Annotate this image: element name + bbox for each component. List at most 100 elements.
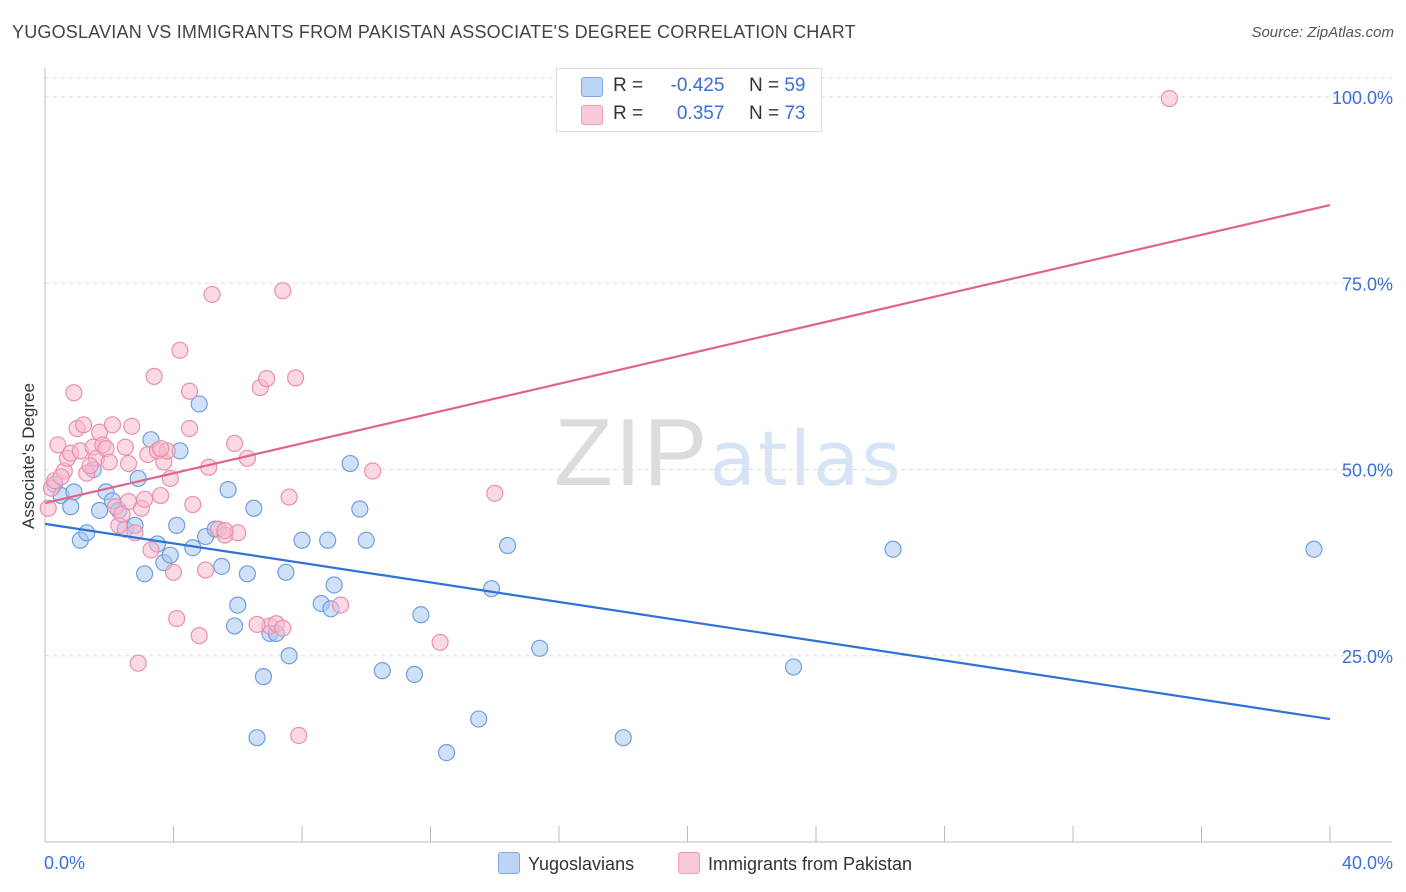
point-yugoslavian <box>1305 540 1323 558</box>
point-yugoslavian <box>293 531 311 549</box>
y-tick-label: 25.0% <box>1342 647 1393 667</box>
legend-r-value: 0.357 <box>676 103 725 124</box>
point-yugoslavian <box>161 546 179 564</box>
legend-swatch-pink <box>581 105 603 125</box>
point-yugoslavian <box>248 729 266 747</box>
point-pakistan <box>116 438 134 456</box>
point-pakistan <box>190 627 208 645</box>
point-yugoslavian <box>229 596 247 614</box>
point-pakistan <box>103 416 122 434</box>
point-yugoslavian <box>62 498 80 516</box>
point-pakistan <box>74 416 93 434</box>
point-yugoslavian <box>325 576 343 594</box>
point-pakistan <box>486 484 504 502</box>
point-yugoslavian <box>482 580 501 598</box>
point-pakistan <box>180 419 199 438</box>
point-yugoslavian <box>470 710 488 728</box>
source-credit: Source: ZipAtlas.com <box>1251 24 1394 41</box>
point-pakistan <box>164 563 183 581</box>
point-pakistan <box>52 468 70 486</box>
point-pakistan <box>100 453 118 471</box>
legend-n-value: 59 <box>784 75 806 96</box>
point-pakistan <box>65 384 83 402</box>
point-yugoslavian <box>219 481 237 499</box>
y-tick-label: 75.0% <box>1342 274 1393 294</box>
point-yugoslavian <box>499 536 517 555</box>
trend-line-pakistan <box>44 203 1331 505</box>
point-yugoslavian <box>129 469 147 488</box>
point-yugoslavian <box>280 647 298 665</box>
point-pakistan <box>274 282 292 300</box>
legend-n-label: N = <box>748 75 780 96</box>
bottom-legend-swatch-pink <box>678 852 700 874</box>
point-pakistan <box>184 495 202 514</box>
watermark-atlas: atlas <box>709 414 903 503</box>
bottom-legend-yugoslavians: Yugoslavians <box>498 852 634 875</box>
point-pakistan <box>152 486 170 505</box>
point-yugoslavian <box>277 563 295 581</box>
point-yugoslavian <box>614 729 632 747</box>
point-pakistan <box>290 726 308 745</box>
point-yugoslavian <box>437 743 456 762</box>
point-pakistan <box>431 633 449 651</box>
point-pakistan <box>119 492 138 511</box>
point-pakistan <box>274 619 292 637</box>
point-pakistan <box>171 341 189 359</box>
point-pakistan <box>197 561 215 579</box>
watermark: ZIPatlas <box>554 398 903 508</box>
point-yugoslavian <box>254 668 273 686</box>
legend-r-label: R = <box>613 75 644 96</box>
point-yugoslavian <box>531 639 549 657</box>
point-pakistan <box>49 436 67 454</box>
point-pakistan <box>168 609 186 628</box>
point-yugoslavian <box>341 454 359 473</box>
point-pakistan <box>364 462 382 480</box>
point-pakistan <box>286 369 305 387</box>
point-pakistan <box>123 417 141 435</box>
legend-r-label: R = <box>613 103 644 124</box>
point-yugoslavian <box>91 501 109 520</box>
y-tick-label: 50.0% <box>1342 461 1393 481</box>
bottom-legend-label: Yugoslavians <box>528 854 635 874</box>
point-pakistan <box>258 370 276 388</box>
point-yugoslavian <box>190 395 208 413</box>
point-yugoslavian <box>225 617 244 635</box>
legend-r-value: -0.425 <box>670 75 725 96</box>
point-pakistan <box>145 367 163 385</box>
point-pakistan <box>1160 89 1178 108</box>
bottom-legend-swatch-blue <box>498 852 520 874</box>
y-tick-label: 100.0% <box>1332 88 1393 108</box>
bottom-legend-pakistan: Immigrants from Pakistan <box>678 852 912 875</box>
point-yugoslavian <box>213 557 231 575</box>
legend-swatch-blue <box>581 77 603 97</box>
legend-n-label: N = <box>748 103 780 124</box>
point-pakistan <box>225 434 244 453</box>
point-pakistan <box>180 382 199 400</box>
point-pakistan <box>248 615 266 634</box>
point-yugoslavian <box>319 531 337 549</box>
point-pakistan <box>39 499 57 517</box>
correlation-legend: R = -0.425 N = 59 R = 0.357 N = 73 <box>556 68 822 132</box>
x-tick-label: 40.0% <box>1342 853 1393 873</box>
point-pakistan <box>135 490 154 508</box>
trend-line-yugoslavian <box>44 522 1331 721</box>
point-yugoslavian <box>784 658 803 676</box>
point-pakistan <box>280 488 298 506</box>
point-pakistan <box>81 457 99 475</box>
point-pakistan <box>119 454 138 473</box>
point-yugoslavian <box>245 499 263 517</box>
point-pakistan <box>203 285 221 304</box>
x-tick-label: 0.0% <box>44 853 85 873</box>
point-yugoslavian <box>405 665 424 683</box>
point-yugoslavian <box>412 606 430 624</box>
point-pakistan <box>331 596 350 614</box>
point-yugoslavian <box>78 524 96 542</box>
point-pakistan <box>216 521 234 540</box>
point-pakistan <box>142 541 160 559</box>
point-yugoslavian <box>351 500 369 518</box>
point-yugoslavian <box>135 565 154 583</box>
bottom-legend-label: Immigrants from Pakistan <box>708 854 913 874</box>
point-pakistan <box>129 654 147 672</box>
watermark-zip: ZIP <box>554 399 710 506</box>
